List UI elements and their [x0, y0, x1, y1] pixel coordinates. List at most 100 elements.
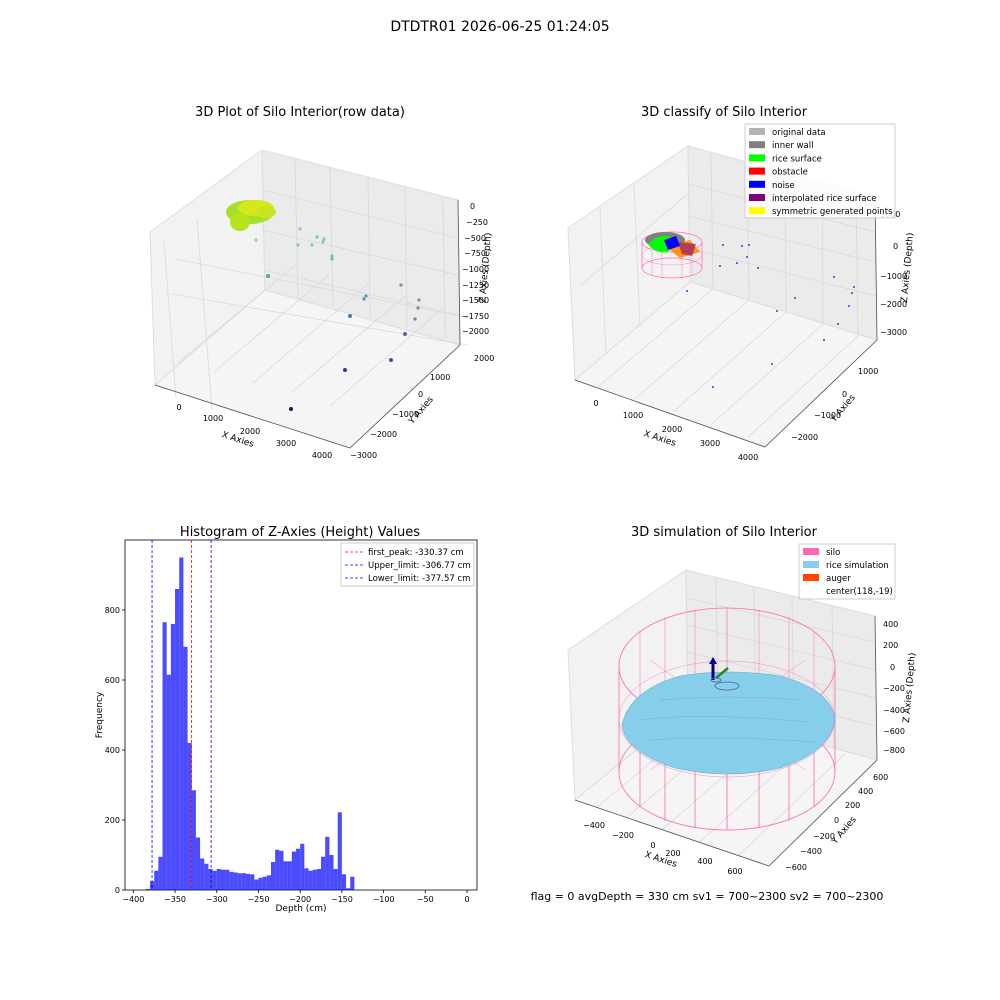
histogram-bar [266, 875, 271, 890]
classify-ytick: 0 [842, 390, 847, 399]
histogram-bar [254, 879, 259, 890]
raw-ztick: −750 [464, 249, 486, 258]
sim-auger [709, 657, 740, 691]
raw-xtick: 1000 [203, 414, 223, 423]
legend-swatch [803, 561, 819, 568]
raw-ztick: −1000 [462, 265, 489, 274]
legend-label: inner wall [772, 141, 813, 151]
sim-ytick: −600 [785, 863, 807, 872]
classify-xtick: 2000 [662, 425, 682, 434]
histogram-ytick-label: 800 [105, 606, 120, 615]
legend-swatch [803, 548, 819, 555]
histogram-ylabel: Frequency [95, 691, 105, 738]
sim-ztick: −400 [883, 706, 905, 715]
histogram-xtick-label: −100 [373, 895, 395, 904]
raw-ztick: −2000 [462, 327, 489, 336]
histogram-legend-label: Lower_limit: -377.57 cm [368, 574, 470, 584]
panel-raw-3d: 3D Plot of Silo Interior(row data) 0 100… [149, 105, 494, 460]
raw-gridlines [163, 157, 471, 411]
histogram-bar [287, 861, 292, 890]
histogram-bar [200, 858, 205, 890]
histogram-bar [175, 589, 180, 890]
classify-xtick: 1000 [623, 411, 643, 420]
histogram-ytick-label: 200 [105, 816, 120, 825]
legend-label: auger [826, 574, 851, 584]
histogram-xtick-label: −200 [289, 895, 311, 904]
histogram-bar [229, 871, 234, 890]
legend-swatch [749, 154, 765, 162]
histogram-bar [300, 843, 305, 890]
sim-legend: silo rice simulation auger center(118,-19) [798, 543, 896, 600]
raw-xtick: 4000 [312, 451, 332, 460]
histogram-bar [333, 869, 338, 890]
sim-xtick: 400 [697, 857, 712, 866]
raw-x-ticklabels: 0 1000 2000 3000 4000 [176, 403, 332, 460]
histogram-bar [195, 837, 201, 890]
raw-ytick: 0 [418, 390, 423, 399]
classify-ztick: −1000 [880, 272, 907, 281]
histogram-bar [329, 855, 334, 890]
histogram-bar [170, 624, 176, 890]
histogram-bar [145, 888, 151, 890]
panel-simulation-3d: 3D simulation of Silo Interior [567, 525, 918, 876]
histogram-bar [162, 622, 167, 890]
raw-ytick: −2000 [370, 430, 397, 439]
sim-z-ticklabels: 400 200 0 −200 −400 −600 −800 [883, 620, 905, 755]
histogram-bar [187, 743, 192, 890]
raw-scatter-points [254, 227, 421, 411]
histogram-bar [258, 877, 263, 890]
classify-legend: original data inner wall rice surface obsta… [744, 123, 896, 219]
histogram-bar [304, 868, 309, 890]
classify-points [645, 232, 855, 388]
histogram-bar [312, 869, 317, 890]
histogram-bar [350, 876, 355, 890]
raw-xtick: 2000 [240, 427, 260, 436]
panel-sim-title: 3D simulation of Silo Interior [631, 525, 818, 540]
sim-ytick: 200 [845, 801, 860, 810]
histogram-bar [250, 874, 255, 890]
histogram-bar [291, 851, 296, 890]
histogram-bar [154, 870, 159, 890]
histogram-bar [316, 869, 322, 890]
legend-label: center(118,-19) [826, 587, 893, 597]
raw-ztick: −500 [464, 234, 486, 243]
histogram-xtick-label: 0 [464, 895, 469, 904]
classify-legend-box [744, 123, 896, 219]
sim-ztick: −800 [883, 746, 905, 755]
raw-ztick: −1500 [462, 296, 489, 305]
sim-xtick: 0 [650, 841, 655, 850]
raw-point-cloud [226, 200, 421, 411]
histogram-legend-box [340, 542, 475, 587]
raw-xtick: 0 [176, 403, 181, 412]
legend-label: interpolated rice surface [772, 194, 877, 204]
histogram-bar [166, 674, 171, 890]
classify-xtick: 4000 [738, 453, 758, 462]
legend-label: rice simulation [826, 561, 889, 571]
histogram-bar [279, 850, 284, 890]
classify-ztick: −2000 [880, 300, 907, 309]
legend-swatch [749, 141, 765, 149]
legend-label: silo [826, 548, 840, 558]
classify-xtick: 3000 [700, 439, 720, 448]
histogram-bar [346, 888, 351, 890]
sim-y-axis-line [768, 759, 878, 867]
legend-swatch [803, 574, 819, 581]
histogram-bar [270, 862, 276, 890]
legend-swatch [749, 128, 765, 135]
sim-ytick: 0 [834, 816, 839, 825]
classify-x-axis-line [574, 379, 766, 448]
histogram-bar [183, 646, 188, 890]
legend-swatch [749, 167, 765, 175]
histogram-legend: first_peak: -330.37 cm Upper_limit: -306.… [340, 542, 475, 587]
legend-label: noise [772, 181, 795, 191]
classify-zlabel: Z Axies (Depth) [900, 232, 916, 303]
raw-z-axis-line [457, 199, 461, 346]
sim-ztick: 400 [883, 620, 898, 629]
histogram-bar [191, 790, 196, 890]
classify-z-axis-line [874, 196, 878, 341]
raw-ztick: −250 [466, 218, 488, 227]
histogram-bar [308, 870, 313, 890]
histogram-bar [204, 863, 209, 890]
panel-classify-3d: 3D classify of Silo Interior 0 1000 2000… [567, 105, 916, 462]
